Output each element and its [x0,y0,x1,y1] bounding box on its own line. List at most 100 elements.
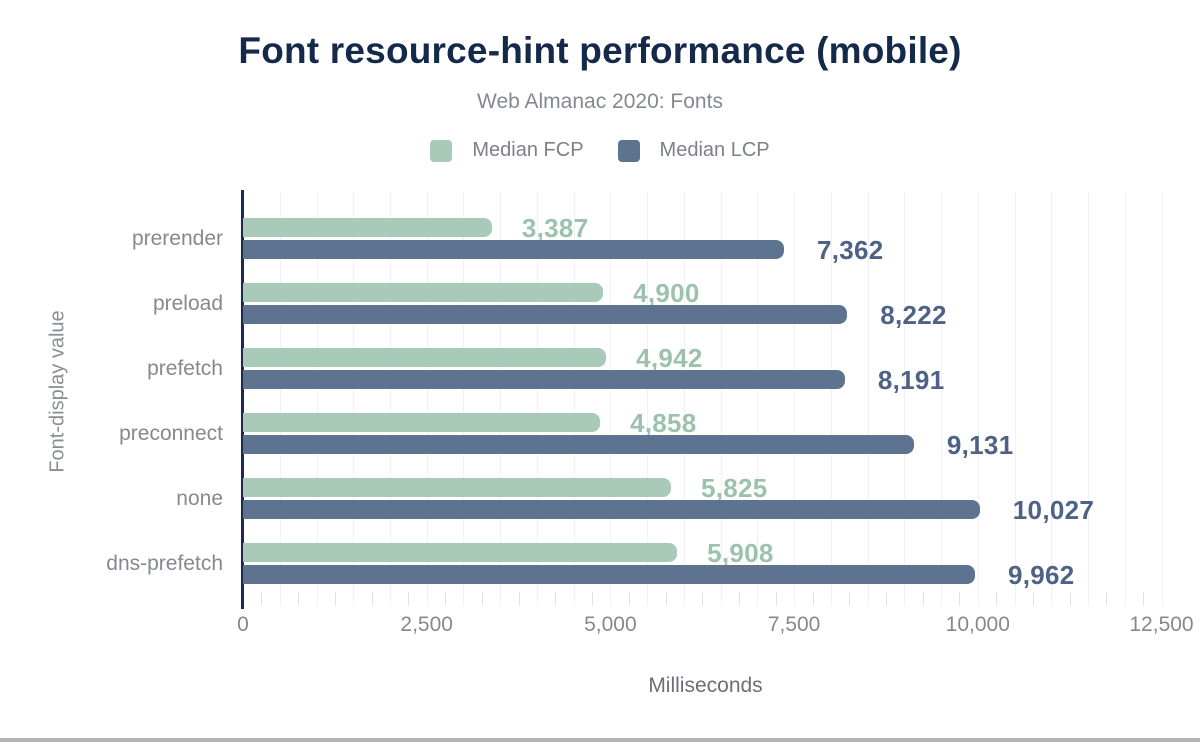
gridline-8000ms [830,192,832,606]
category-label-preload: preload [152,291,223,315]
x-axis-minor-tick [922,592,924,606]
gridline-500ms [279,192,281,606]
x-axis-minor-tick [665,592,667,606]
legend: Median FCP Median LCP [0,139,1200,162]
bar-dns-prefetch-fcp[interactable] [243,543,678,562]
value-label-prerender-lcp: 7,362 [817,234,884,265]
legend-label-median-fcp: Median FCP [472,139,584,161]
gridline-4000ms [536,192,538,606]
x-axis-minor-tick [408,592,410,606]
bar-preload-fcp[interactable] [243,283,604,302]
category-label-dns-prefetch: dns-prefetch [106,551,223,575]
value-label-dns-prefetch-lcp: 9,962 [1008,559,1075,590]
bar-none-fcp[interactable] [243,478,671,497]
gridline-10500ms [1014,192,1016,606]
x-axis-title: Milliseconds [648,674,763,697]
x-axis-minor-tick [849,592,851,606]
x-axis-minor-tick [592,592,593,606]
gridline-3500ms [500,192,502,606]
gridline-6000ms [683,192,685,606]
value-label-prefetch-fcp: 4,942 [636,342,703,373]
gridline-7000ms [757,192,759,606]
category-label-prerender: prerender [131,226,223,250]
plot-area: 3,387 7,362 4,900 8,222 4,942 8,191 4,858 9,131… [241,190,1168,609]
gridline-5500ms [647,192,649,606]
x-tick-label-12,500: 12,500 [1129,613,1194,636]
category-label-none: none [176,486,223,510]
x-axis-minor-tick [518,592,520,606]
x-axis-minor-tick [1032,592,1034,606]
chart-title: Font resource-hint performance (mobile) [238,30,962,71]
value-label-preconnect-fcp: 4,858 [630,407,697,438]
gridline-3000ms [463,192,465,606]
gridline-8500ms [867,192,869,606]
x-axis-minor-tick [702,592,704,606]
x-axis-minor-tick [298,592,300,606]
value-label-preconnect-lcp: 9,131 [946,429,1014,460]
category-label-prefetch: prefetch [147,356,223,380]
x-axis-minor-tick [885,592,887,606]
x-axis-minor-tick [739,592,740,606]
y-axis-line [241,190,244,609]
x-axis-minor-tick [775,592,777,606]
x-tick-label-7,500: 7,500 [767,613,821,636]
bar-preconnect-lcp[interactable] [243,435,914,454]
gridline-4500ms [573,192,575,606]
legend-label-median-lcp: Median LCP [659,139,770,161]
legend-item-median-lcp[interactable]: Median LCP [617,139,770,162]
gridline-9500ms [941,192,943,606]
value-label-preload-fcp: 4,900 [633,277,700,308]
legend-swatch-fcp-icon [430,139,453,162]
gridline-6500ms [720,192,722,606]
x-axis-minor-tick [1143,592,1145,606]
y-axis-category-labels: prerender preload prefetch preconnect none dn… [0,192,233,592]
x-tick-label-2,500: 2,500 [400,613,453,636]
gridline-12000ms [1124,192,1126,606]
x-tick-label-5,000: 5,000 [584,613,637,636]
gridline-1500ms [353,192,355,606]
x-axis-minor-tick [812,592,814,606]
bar-prefetch-fcp[interactable] [243,348,607,367]
x-axis-minor-tick [334,592,336,606]
gridline-1000ms [316,192,318,606]
legend-swatch-lcp-icon [617,139,640,162]
value-label-none-lcp: 10,027 [1012,494,1095,525]
category-label-preconnect: preconnect [119,421,223,445]
x-axis-minor-tick [555,592,557,606]
bar-preload-lcp[interactable] [243,305,848,324]
value-label-prefetch-lcp: 8,191 [877,364,945,395]
x-tick-label-0: 0 [237,613,249,636]
chart-subtitle: Web Almanac 2020: Fonts [477,90,723,113]
bottom-border-strip [0,738,1200,742]
gridline-12500ms [1161,192,1163,606]
gridline-9000ms [904,192,906,606]
gridline-11000ms [1051,192,1053,606]
x-axis-minor-tick [1106,592,1108,606]
gridline-2500ms [426,192,428,606]
bar-prefetch-lcp[interactable] [243,370,845,389]
x-axis-minor-tick [1069,592,1071,606]
gridline-11500ms [1088,192,1089,606]
value-label-prerender-fcp: 3,387 [521,212,589,243]
bar-dns-prefetch-lcp[interactable] [243,565,975,584]
x-tick-label-10,000: 10,000 [945,613,1010,636]
value-label-dns-prefetch-fcp: 5,908 [707,537,774,568]
value-label-none-fcp: 5,825 [701,472,768,503]
x-axis-minor-tick [261,592,263,606]
gridline-2000ms [390,192,391,606]
x-axis-minor-tick [996,592,998,606]
bar-none-lcp[interactable] [243,500,980,519]
x-axis-tick-labels: 0 2,500 5,000 7,500 10,000 12,500 [237,612,1193,638]
gridline-10000ms [977,192,979,606]
legend-item-median-fcp[interactable]: Median FCP [430,139,584,162]
bar-prerender-fcp[interactable] [243,218,492,237]
x-axis-minor-tick [481,592,483,606]
bar-prerender-lcp[interactable] [243,240,784,259]
x-axis-minor-tick [628,592,630,606]
gridline-7500ms [794,192,796,606]
x-axis-minor-tick [371,592,373,606]
x-axis-minor-tick [959,592,961,606]
x-axis-minor-tick [445,592,447,606]
bar-preconnect-fcp[interactable] [243,413,600,432]
